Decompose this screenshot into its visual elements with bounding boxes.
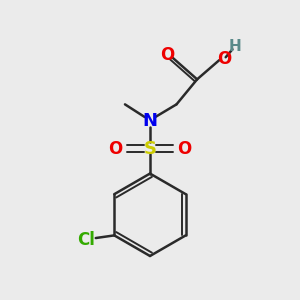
Text: H: H: [229, 39, 242, 54]
Text: S: S: [143, 140, 157, 158]
Text: O: O: [177, 140, 192, 158]
Text: O: O: [218, 50, 232, 68]
Text: O: O: [108, 140, 123, 158]
Text: O: O: [160, 46, 174, 64]
Text: Cl: Cl: [77, 231, 95, 249]
Text: N: N: [142, 112, 158, 130]
